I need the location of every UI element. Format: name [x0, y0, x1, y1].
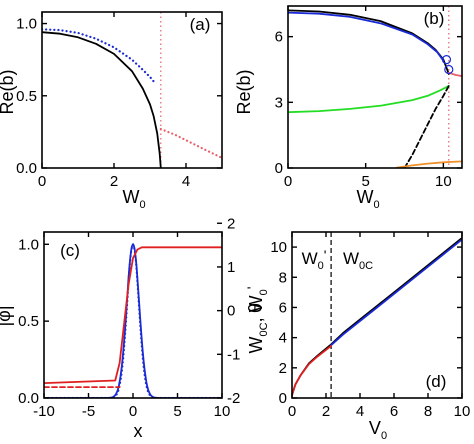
series-line — [159, 127, 222, 159]
panel-label: (a) — [190, 15, 211, 34]
plot-area — [292, 232, 462, 398]
axes-frame — [287, 5, 463, 169]
x-tick-label: 6 — [390, 403, 398, 420]
panel-b: 0 5 10 0 3 6 (b) W0 Re(b) — [234, 5, 463, 211]
y-tick-label-right: -2 — [227, 390, 240, 407]
y-tick-label: 0.5 — [18, 313, 39, 330]
series-line — [42, 28, 155, 83]
x-tick-label: 10 — [435, 173, 452, 190]
x-tick-label: -10 — [33, 403, 55, 420]
x-axis-label: W0 — [356, 187, 379, 211]
x-tick-label: 5 — [362, 173, 370, 190]
panel-d: 0 2 4 6 8 10 0 2 4 6 8 10 (d) V0 W0C, W0' W0' W0C — [244, 231, 471, 442]
panel-label: (d) — [426, 372, 447, 391]
y-tick-label-right: 1 — [227, 259, 235, 276]
series-line — [44, 246, 222, 384]
y-axis-label-right: θ — [244, 303, 264, 313]
x-tick-label: 10 — [454, 403, 471, 420]
x-tick-label: 2 — [322, 403, 330, 420]
series-line — [44, 243, 222, 398]
panel-label: (c) — [60, 241, 80, 260]
y-axis-label: Re(b) — [0, 69, 17, 114]
y-tick-label: 3 — [275, 94, 283, 111]
x-tick-label: 4 — [182, 173, 190, 190]
series-line — [403, 85, 450, 168]
y-tick-label: 8 — [279, 269, 287, 286]
y-tick-label: 6 — [279, 299, 287, 316]
x-tick-label: 0 — [129, 403, 137, 420]
plot-area — [288, 6, 462, 168]
y-tick-label: 0 — [275, 160, 283, 177]
y-tick-label-right: 2 — [227, 215, 235, 232]
x-tick-label: 10 — [214, 403, 231, 420]
series-line — [330, 238, 462, 347]
plot-area — [44, 243, 222, 398]
region-label-right: W0C — [343, 249, 373, 272]
x-axis-label: W0 — [122, 187, 145, 211]
y-tick-label: 0.0 — [16, 160, 37, 177]
series-line — [42, 31, 162, 168]
x-tick-label: 0 — [38, 173, 46, 190]
y-tick-label-right: -1 — [227, 346, 240, 363]
series-line — [395, 160, 462, 168]
series-line — [44, 243, 222, 398]
axes-frame — [41, 11, 223, 169]
y-tick-label: 2 — [279, 360, 287, 377]
x-tick-label: 8 — [424, 403, 432, 420]
series-line — [447, 71, 462, 77]
y-tick-label: 10 — [270, 239, 287, 256]
y-tick-label: 1.0 — [18, 236, 39, 253]
marker-circle — [444, 64, 454, 75]
region-label-left: W0' — [302, 247, 327, 272]
plot-area — [42, 12, 222, 168]
x-axis-label: x — [134, 421, 143, 441]
series-line — [292, 345, 332, 396]
y-tick-label: 4 — [279, 330, 287, 347]
x-tick-label: 4 — [356, 403, 364, 420]
x-tick-label: 0 — [284, 173, 292, 190]
y-tick-label: 0.5 — [16, 88, 37, 105]
y-tick-label: 0.0 — [18, 390, 39, 407]
panel-label: (b) — [424, 9, 445, 28]
y-tick-label-right: 0 — [227, 303, 235, 320]
series-line — [288, 85, 450, 114]
y-tick-label: 6 — [275, 29, 283, 46]
x-tick-label: 0 — [288, 403, 296, 420]
y-axis-label: Re(b) — [234, 69, 254, 114]
y-tick-label: 0 — [279, 390, 287, 407]
x-tick-label: 5 — [173, 403, 181, 420]
panel-a: 0 2 4 0.0 0.5 1.0 (a) W0 Re(b) — [0, 11, 223, 211]
x-tick-label: -5 — [82, 403, 95, 420]
marker-circle — [441, 55, 452, 65]
axes-frame — [291, 231, 463, 399]
series-line — [288, 11, 445, 62]
x-axis-label: V0 — [369, 418, 387, 442]
y-tick-label: 1.0 — [16, 16, 37, 33]
x-tick-label: 2 — [110, 173, 118, 190]
y-axis-label: W0C, W0' — [244, 287, 270, 354]
y-axis-label: |φ| — [0, 305, 14, 326]
